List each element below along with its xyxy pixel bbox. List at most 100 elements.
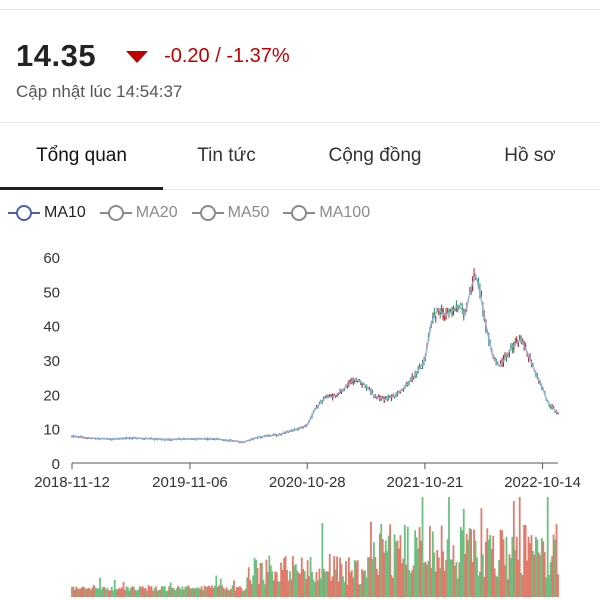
volume-bar [147, 585, 150, 597]
volume-bar [355, 561, 358, 597]
volume-bar [163, 586, 166, 597]
candle-body [452, 307, 455, 316]
volume-bar [464, 553, 467, 597]
volume-bar [515, 536, 518, 597]
volume-bar [486, 528, 489, 597]
volume-bar [337, 581, 340, 597]
volume-bar [143, 588, 146, 597]
volume-bar [202, 590, 204, 597]
quote-summary: 14.35 -0.20 / -1.37% Cập nhật lúc 14:54:… [16, 34, 290, 102]
legend-ma50[interactable]: MA50 [191, 203, 269, 223]
volume-bar [79, 588, 82, 597]
volume-bar [174, 590, 176, 597]
candle-body [433, 311, 435, 318]
volume-bar [264, 584, 266, 597]
volume-bar [119, 588, 122, 597]
volume-bar [383, 552, 386, 597]
candle-body [504, 355, 506, 358]
candle-body [333, 394, 335, 396]
y-tick-label: 50 [43, 284, 60, 301]
volume-bar [75, 586, 78, 597]
volume-bar [266, 571, 269, 597]
volume-bar [359, 583, 362, 597]
volume-bar [115, 589, 118, 597]
volume-bar [389, 524, 392, 597]
volume-bar [227, 589, 230, 597]
volume-bar [495, 575, 498, 597]
volume-bar [362, 570, 365, 597]
volume-bar [468, 527, 471, 597]
volume-bar [132, 586, 135, 597]
volume-bar [390, 575, 393, 597]
volume-bar [109, 590, 112, 597]
y-tick-label: 10 [43, 422, 60, 439]
volume-bar [91, 587, 94, 597]
candle-body [336, 394, 338, 397]
volume-bar [540, 538, 543, 597]
legend-ma10[interactable]: MA10 [8, 203, 86, 223]
volume-bar [342, 576, 344, 597]
volume-bar [345, 560, 347, 597]
legend-ma100[interactable]: MA100 [283, 203, 370, 223]
volume-bar [112, 590, 115, 597]
legend-ma20[interactable]: MA20 [99, 203, 178, 223]
volume-bar [481, 554, 484, 597]
volume-bar [437, 557, 440, 597]
legend-marker-icon [283, 203, 316, 223]
tab-profile[interactable]: Hồ sơ [460, 123, 600, 189]
volume-bar [423, 562, 425, 597]
volume-bar [208, 585, 210, 597]
volume-bar [252, 575, 255, 597]
legend-marker-icon [191, 203, 224, 223]
tab-community[interactable]: Cộng đồng [290, 123, 460, 189]
volume-bar [261, 562, 263, 597]
volume-bar [181, 586, 184, 597]
tab-news[interactable]: Tin tức [163, 123, 290, 189]
volume-bar [380, 524, 383, 597]
volume-bar [177, 586, 179, 597]
tab-overview[interactable]: Tổng quan [0, 123, 163, 190]
volume-bar [501, 530, 503, 597]
volume-bar [149, 586, 151, 597]
volume-bar [302, 569, 305, 597]
volume-bar [183, 589, 185, 597]
volume-bar [557, 574, 559, 597]
volume-bar [237, 587, 240, 597]
volume-bar [150, 586, 153, 597]
candle-body [463, 312, 465, 318]
volume-bar [328, 553, 331, 597]
volume-bar [94, 587, 97, 597]
volume-bar [224, 589, 227, 597]
volume-bar [258, 584, 260, 597]
volume-bar [443, 570, 446, 597]
volume-bar [336, 556, 338, 597]
volume-bar [399, 535, 402, 597]
volume-bar [113, 579, 116, 597]
volume-bar [305, 578, 308, 597]
price-chart[interactable]: 0 10 20 30 40 50 60 2018-11-12 2019-11-06 2020-10… [0, 230, 600, 600]
volume-bar [400, 563, 403, 597]
volume-bar [533, 554, 536, 597]
volume-bar [180, 589, 182, 597]
volume-bar [103, 586, 106, 597]
volume-bar [373, 542, 375, 597]
candle-body [516, 338, 518, 343]
volume-bar [529, 543, 531, 597]
volume-bar [292, 556, 294, 597]
candle-body [402, 389, 404, 391]
y-tick-label: 40 [43, 319, 60, 336]
candle-body [343, 389, 346, 391]
volume-bar [178, 587, 181, 597]
volume-bar [209, 587, 212, 597]
volume-bar [321, 523, 324, 597]
volume-bar [467, 539, 470, 597]
volume-bar [502, 539, 505, 597]
volume-bar [409, 573, 412, 597]
volume-bar [322, 568, 325, 597]
volume-bar [259, 563, 262, 597]
volume-bar [88, 588, 91, 597]
volume-bar [445, 559, 447, 597]
volume-bar [374, 556, 377, 597]
legend-marker-icon [8, 203, 40, 223]
volume-bar [290, 579, 293, 597]
